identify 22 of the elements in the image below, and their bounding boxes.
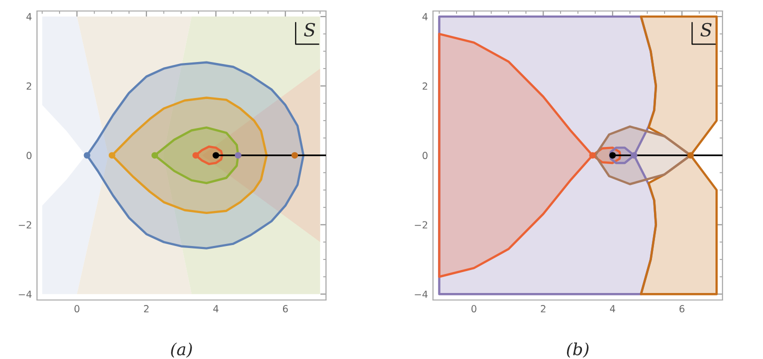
x-tick-label: 4 <box>610 305 616 312</box>
annotation: S <box>700 22 712 37</box>
y-tick-label: −2 <box>414 221 428 228</box>
y-tick-label: 0 <box>26 152 32 160</box>
text: (b) <box>566 342 589 358</box>
annotation: S <box>304 22 316 37</box>
y-tick-label: −2 <box>18 221 32 228</box>
y-tick-label: 2 <box>26 82 32 90</box>
x-tick-label: 2 <box>540 305 546 312</box>
y-tick-label: −4 <box>18 290 32 298</box>
y-tick-label: 4 <box>422 13 428 20</box>
x-tick-label: 6 <box>680 305 684 312</box>
x-tick-label: 0 <box>74 305 80 312</box>
x-tick-label: 4 <box>213 305 218 312</box>
x-tick-label: 0 <box>471 305 476 312</box>
y-tick-label: −4 <box>414 290 428 298</box>
x-tick-label: 6 <box>282 305 288 312</box>
y-tick-label: 4 <box>26 13 32 20</box>
y-tick-label: 2 <box>422 82 428 90</box>
x-tick-label: 2 <box>144 305 149 312</box>
text: (a) <box>171 342 192 358</box>
y-tick-label: 0 <box>422 152 428 160</box>
